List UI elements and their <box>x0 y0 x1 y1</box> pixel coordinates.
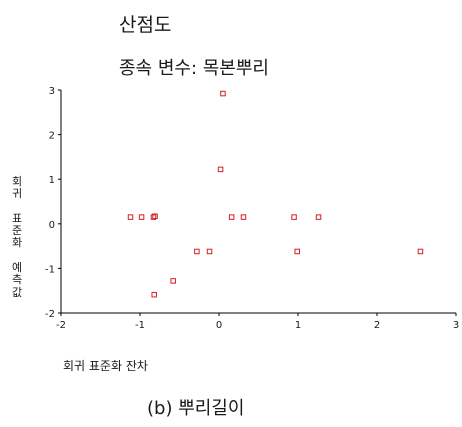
scatter-point <box>138 214 145 220</box>
y-tick-label: -1 <box>45 264 55 275</box>
scatter-point <box>291 214 297 220</box>
axes: -2 -1 0 1 2 3 -2 -1 0 1 2 3 <box>45 86 459 331</box>
scatter-point <box>294 248 300 255</box>
y-tick-label: 3 <box>49 86 55 97</box>
scatter-point <box>127 214 134 220</box>
chart-title: 산점도 <box>119 14 172 36</box>
x-axis-label: 회귀 표준화 잔차 <box>63 359 148 373</box>
x-tick-label: 3 <box>453 320 459 331</box>
scatter-point <box>194 248 200 255</box>
points-layer <box>127 90 424 298</box>
scatter-point <box>170 278 176 284</box>
x-tick-label: 1 <box>295 320 301 331</box>
chart-subtitle: 종속 변수: 목본뿌리 <box>119 58 269 79</box>
scatter-point <box>417 248 424 255</box>
y-tick-label: 0 <box>49 220 55 231</box>
x-tick-label: -2 <box>56 320 66 331</box>
y-tick-label: 2 <box>49 131 55 142</box>
x-tick-label: 2 <box>374 320 380 331</box>
scatter-point <box>240 214 247 220</box>
scatter-point <box>217 166 224 173</box>
scatter-point <box>315 214 322 220</box>
scatter-point <box>151 291 157 298</box>
scatter-point <box>206 248 213 255</box>
scatter-point <box>220 90 226 97</box>
y-axis-label: 회 귀 표 준 화 예 측 값 <box>11 175 23 299</box>
scatter-point <box>152 213 158 219</box>
scatter-point <box>228 214 235 220</box>
scatter-point <box>150 214 157 220</box>
x-tick-label: -1 <box>135 320 145 331</box>
y-tick-label: 1 <box>49 175 55 186</box>
x-tick-label: 0 <box>216 320 222 331</box>
figure-caption: (b) 뿌리길이 <box>147 398 245 419</box>
y-tick-label: -2 <box>45 309 55 320</box>
